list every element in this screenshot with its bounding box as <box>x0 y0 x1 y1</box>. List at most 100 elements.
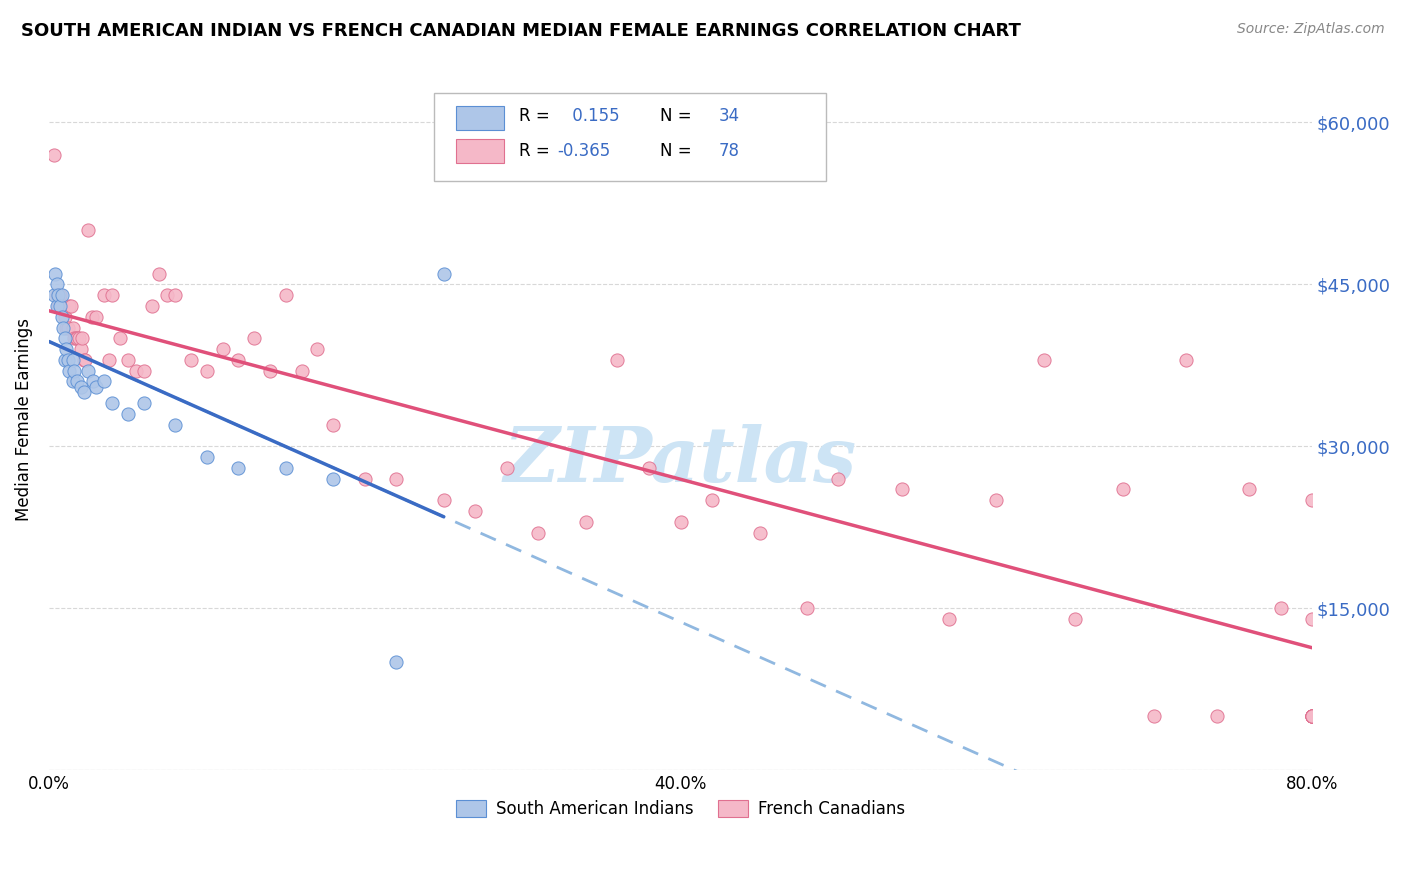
Text: 34: 34 <box>718 107 740 125</box>
Y-axis label: Median Female Earnings: Median Female Earnings <box>15 318 32 521</box>
Point <box>1301 709 1323 723</box>
Text: R =: R = <box>519 107 555 125</box>
Point <box>1143 709 1166 723</box>
Point <box>53 310 76 324</box>
Point <box>66 331 89 345</box>
Point <box>45 299 67 313</box>
Point <box>274 288 297 302</box>
Point <box>101 396 124 410</box>
Point <box>1301 709 1323 723</box>
Point <box>67 331 90 345</box>
Point <box>156 288 179 302</box>
Point <box>148 267 170 281</box>
Point <box>49 288 72 302</box>
Point <box>75 352 97 367</box>
Point <box>58 299 80 313</box>
Point <box>98 352 121 367</box>
Point <box>55 342 77 356</box>
Point <box>353 472 375 486</box>
Point <box>322 472 344 486</box>
Text: R =: R = <box>519 142 555 160</box>
Point <box>322 417 344 432</box>
Point <box>77 364 100 378</box>
FancyBboxPatch shape <box>456 138 503 163</box>
Point <box>195 364 218 378</box>
Point <box>44 267 66 281</box>
Point <box>52 320 75 334</box>
Point <box>80 310 103 324</box>
Point <box>69 380 91 394</box>
Point <box>86 380 108 394</box>
Point <box>48 288 70 302</box>
Point <box>1301 709 1323 723</box>
Point <box>890 483 912 497</box>
Point <box>66 375 89 389</box>
FancyBboxPatch shape <box>434 93 825 181</box>
Point <box>1301 612 1323 626</box>
Point <box>70 331 93 345</box>
Point <box>1301 709 1323 723</box>
Point <box>1206 709 1229 723</box>
Point <box>42 148 65 162</box>
Point <box>274 460 297 475</box>
Point <box>796 601 818 615</box>
Point <box>228 460 250 475</box>
Point <box>638 460 661 475</box>
Point <box>433 267 456 281</box>
Point <box>93 375 115 389</box>
Legend: South American Indians, French Canadians: South American Indians, French Canadians <box>449 793 912 825</box>
Point <box>77 223 100 237</box>
Point <box>82 375 104 389</box>
Point <box>55 320 77 334</box>
Point <box>211 342 233 356</box>
Point <box>180 352 202 367</box>
Point <box>228 352 250 367</box>
Text: 78: 78 <box>718 142 740 160</box>
Point <box>62 320 84 334</box>
Text: -0.365: -0.365 <box>557 142 610 160</box>
Point <box>1064 612 1087 626</box>
Point <box>259 364 281 378</box>
Point <box>49 299 72 313</box>
Point <box>938 612 960 626</box>
Point <box>195 450 218 464</box>
Point <box>51 288 73 302</box>
Point <box>464 504 486 518</box>
Point <box>1301 709 1323 723</box>
Point <box>93 288 115 302</box>
Point <box>132 396 155 410</box>
Point <box>101 288 124 302</box>
Point <box>117 407 139 421</box>
Point <box>53 352 76 367</box>
Point <box>56 352 79 367</box>
Point <box>165 288 187 302</box>
Text: N =: N = <box>661 107 697 125</box>
Text: N =: N = <box>661 142 697 160</box>
Point <box>132 364 155 378</box>
Point <box>385 472 408 486</box>
Point <box>56 320 79 334</box>
Point <box>575 515 598 529</box>
Point <box>1032 352 1054 367</box>
Point <box>48 299 70 313</box>
FancyBboxPatch shape <box>456 105 503 130</box>
Point <box>51 299 73 313</box>
Point <box>108 331 131 345</box>
Point <box>1301 709 1323 723</box>
Point <box>73 385 96 400</box>
Point <box>73 352 96 367</box>
Point <box>527 525 550 540</box>
Point <box>69 342 91 356</box>
Point <box>45 288 67 302</box>
Point <box>51 310 73 324</box>
Point <box>45 277 67 292</box>
Point <box>700 493 723 508</box>
Point <box>1237 483 1260 497</box>
Point <box>117 352 139 367</box>
Text: Source: ZipAtlas.com: Source: ZipAtlas.com <box>1237 22 1385 37</box>
Point <box>165 417 187 432</box>
Point <box>1301 493 1323 508</box>
Point <box>86 310 108 324</box>
Point <box>141 299 163 313</box>
Point <box>62 375 84 389</box>
